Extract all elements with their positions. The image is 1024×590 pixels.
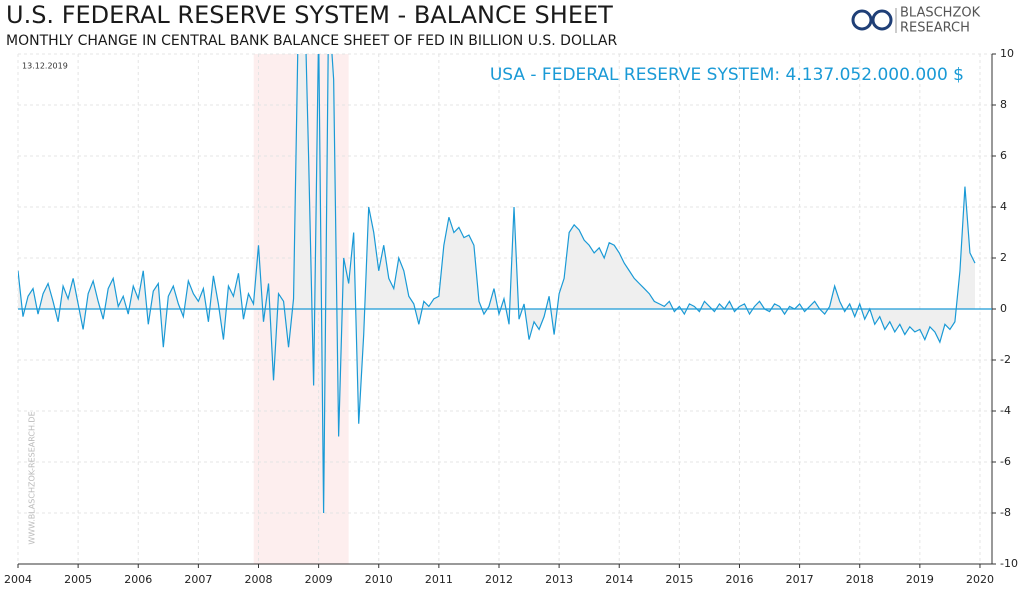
x-tick-label: 2017 (786, 573, 814, 586)
y-tick-label: -6 (1000, 455, 1011, 468)
series-group (18, 54, 992, 514)
y-tick-label: 2 (1000, 251, 1007, 264)
y-tick-label: -4 (1000, 404, 1011, 417)
y-tick-label: -8 (1000, 506, 1011, 519)
y-tick-label: 6 (1000, 149, 1007, 162)
x-tick-label: 2012 (485, 573, 513, 586)
plot: 10 8 6 4 2 0 -2 -4 -6 -8 -10 2004 2005 2006 2007 2008 20… (4, 47, 1018, 586)
y-tick-label: 8 (1000, 98, 1007, 111)
chart-title: U.S. FEDERAL RESERVE SYSTEM - BALANCE SH… (6, 1, 613, 29)
logo: BLASCHZOK RESEARCH (851, 6, 981, 36)
y-tick-label: 10 (1000, 47, 1014, 60)
x-tick-label: 2011 (425, 573, 453, 586)
x-tick-label: 2007 (184, 573, 212, 586)
logo-text: RESEARCH (900, 21, 970, 36)
x-tick-label: 2015 (665, 573, 693, 586)
logo-icon (871, 9, 893, 31)
chart-subtitle: MONTHLY CHANGE IN CENTRAL BANK BALANCE S… (6, 33, 617, 49)
y-tick-label: -2 (1000, 353, 1011, 366)
x-tick-label: 2005 (64, 573, 92, 586)
annotation: USA - FEDERAL RESERVE SYSTEM: 4.137.052.… (490, 65, 964, 85)
x-tick-label: 2008 (244, 573, 272, 586)
date-label: 13.12.2019 (22, 62, 68, 71)
x-tick-label: 2016 (725, 573, 753, 586)
line (18, 54, 976, 514)
x-tick-label: 2013 (545, 573, 573, 586)
y-tick-label: -10 (1000, 557, 1018, 570)
y-tick-label: 0 (1000, 302, 1007, 315)
x-tick-label: 2010 (365, 573, 393, 586)
x-tick-label: 2020 (966, 573, 994, 586)
watermark: WWW.BLASCHZOK-RESEARCH.DE (28, 411, 37, 544)
x-tick-label: 2004 (4, 573, 32, 586)
x-tick-label: 2009 (305, 573, 333, 586)
logo-icon (851, 9, 873, 31)
x-tick-label: 2014 (605, 573, 633, 586)
x-tick-label: 2006 (124, 573, 152, 586)
x-tick-label: 2019 (906, 573, 934, 586)
x-tick-label: 2018 (846, 573, 874, 586)
y-tick-label: 4 (1000, 200, 1007, 213)
logo-text: BLASCHZOK (900, 6, 981, 21)
